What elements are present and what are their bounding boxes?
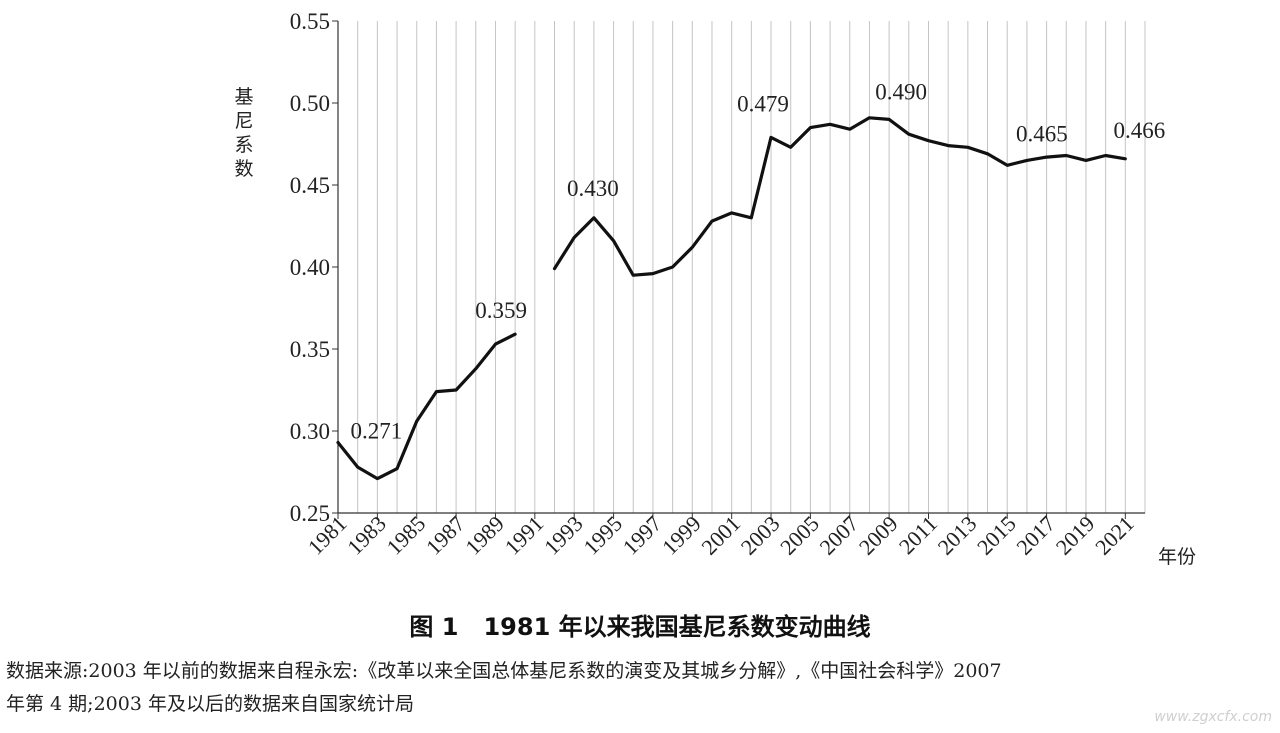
source-note: 数据来源:2003 年以前的数据来自程永宏:《改革以来全国总体基尼系数的演变及其… [6, 655, 1274, 721]
figure-caption: 图 1 1981 年以来我国基尼系数变动曲线 [0, 607, 1280, 642]
y-tick-label: 0.55 [290, 9, 330, 34]
x-tick-label: 2021 [1090, 511, 1139, 560]
x-tick-label: 2017 [1011, 511, 1060, 560]
watermark: www.zgxcfx.com [1154, 709, 1272, 725]
x-tick-label: 2015 [972, 511, 1021, 560]
series-line-segment-1 [336, 332, 517, 481]
x-tick-label: 1995 [578, 511, 627, 560]
y-axis-label: 基尼系数 [234, 86, 253, 180]
data-label: 0.359 [475, 298, 527, 323]
x-tick-label: 2005 [775, 511, 824, 560]
data-label: 0.271 [350, 419, 402, 444]
figure-number: 图 1 [409, 613, 459, 641]
x-tick-label: 1987 [421, 511, 470, 560]
y-axis-label-char: 数 [234, 158, 253, 180]
source-note-line-2: 年第 4 期;2003 年及以后的数据来自国家统计局 [6, 693, 414, 715]
y-tick-label: 0.25 [290, 501, 330, 526]
y-axis-label-char: 系 [234, 134, 253, 156]
y-tick-label: 0.50 [290, 91, 330, 116]
x-tick-label: 2009 [854, 511, 903, 560]
x-tick-label: 2001 [696, 511, 745, 560]
y-tick-label: 0.45 [290, 173, 330, 198]
x-axis-label: 年份 [1158, 546, 1196, 568]
data-label: 0.465 [1016, 121, 1068, 146]
y-tick-label: 0.30 [290, 419, 330, 444]
data-labels: 0.271 0.359 0.430 0.479 0.490 0.465 0.466 [350, 79, 1165, 443]
y-tick-label: 0.40 [290, 255, 330, 280]
x-tick-label: 2007 [815, 511, 864, 560]
x-tick-label: 2013 [933, 511, 982, 560]
x-tick-label: 2003 [736, 511, 785, 560]
series-lines [336, 116, 1127, 481]
source-note-line-1: 数据来源:2003 年以前的数据来自程永宏:《改革以来全国总体基尼系数的演变及其… [6, 660, 1002, 682]
grid-lines [337, 21, 1146, 513]
y-tick-labels: 0.25 0.30 0.35 0.40 0.45 0.50 0.55 [290, 9, 338, 526]
figure-title: 1981 年以来我国基尼系数变动曲线 [483, 613, 871, 641]
data-label: 0.466 [1113, 118, 1165, 143]
x-tick-label: 1985 [381, 511, 430, 560]
x-tick-label: 1983 [342, 511, 391, 560]
x-tick-label: 1993 [539, 511, 588, 560]
x-tick-label: 1991 [500, 511, 549, 560]
x-tick-labels: 1981198319851987198919911993199519971999… [303, 511, 1139, 560]
x-tick-label: 1997 [618, 511, 667, 560]
x-tick-label: 2019 [1051, 511, 1100, 560]
gini-line-chart: 0.25 0.30 0.35 0.40 0.45 0.50 0.55 19811983198… [234, 9, 1196, 568]
x-tick-label: 2011 [894, 511, 942, 559]
data-label: 0.430 [567, 176, 619, 201]
series-line-segment-2 [552, 116, 1127, 277]
y-tick-label: 0.35 [290, 337, 330, 362]
y-axis-label-char: 基 [234, 86, 253, 108]
data-label: 0.490 [875, 79, 927, 104]
data-label: 0.479 [737, 91, 789, 116]
x-tick-label: 1989 [460, 511, 509, 560]
x-tick-label: 1999 [657, 511, 706, 560]
y-axis-label-char: 尼 [234, 110, 253, 132]
